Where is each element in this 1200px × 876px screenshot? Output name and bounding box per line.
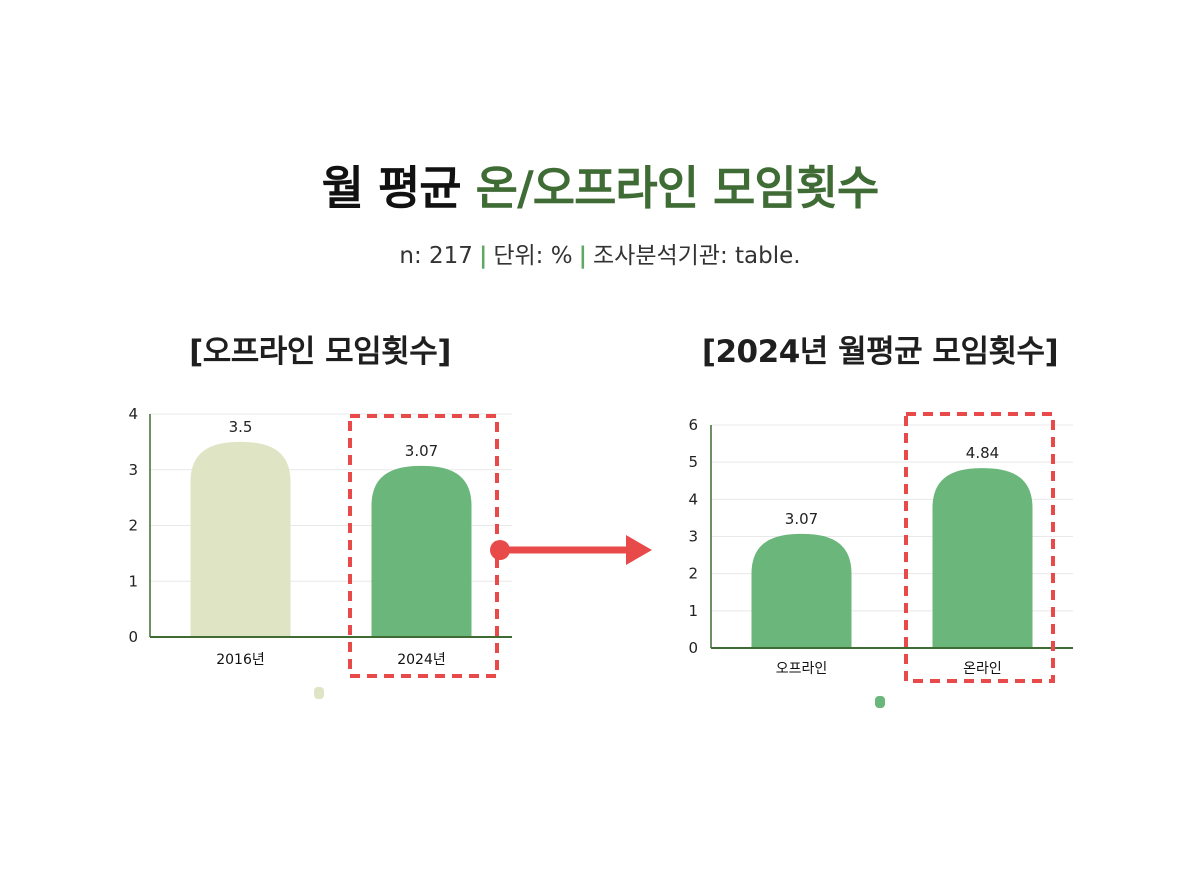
sample-size: n: 217 xyxy=(399,243,473,269)
bar-2 xyxy=(932,468,1033,648)
bar-2 xyxy=(371,465,472,637)
y-tick-label: 4 xyxy=(688,490,698,508)
arrow-connector xyxy=(490,535,652,565)
arrow-head-icon xyxy=(626,535,652,565)
y-tick-label: 3 xyxy=(128,461,138,479)
data-label: 3.07 xyxy=(405,442,438,460)
separator: | xyxy=(478,243,488,269)
chart-monthly-2024: 0 1 2 3 4 5 6 3.07 오프라인 4.84 온라인 xyxy=(688,412,1073,708)
y-tick-label: 0 xyxy=(128,628,138,646)
data-label: 3.5 xyxy=(229,418,253,436)
legend-marker xyxy=(314,687,324,699)
title-main: 월 평균 xyxy=(321,161,476,215)
chart-offline: 0 1 2 3 4 3.5 2016년 3.07 2024년 xyxy=(128,405,512,699)
title-accent: 온/오프라인 모임횟수 xyxy=(475,161,880,215)
separator: | xyxy=(578,243,587,269)
category-label: 2024년 xyxy=(397,652,446,668)
bar-1 xyxy=(190,441,291,637)
category-label: 온라인 xyxy=(963,661,1002,677)
y-tick-label: 0 xyxy=(688,639,698,657)
source-label: 조사분석기관: table. xyxy=(593,243,801,269)
y-tick-label: 6 xyxy=(688,416,698,434)
highlight-box xyxy=(904,412,1055,683)
category-label: 오프라인 xyxy=(776,661,828,677)
y-tick-label: 2 xyxy=(128,517,138,535)
y-tick-label: 5 xyxy=(688,453,698,471)
left-chart-title: [오프라인 모임횟수] xyxy=(189,334,451,370)
data-label: 4.84 xyxy=(966,444,999,462)
y-tick-label: 2 xyxy=(688,565,698,583)
y-tick-label: 4 xyxy=(128,405,138,423)
y-tick-label: 3 xyxy=(688,528,698,546)
unit-label: 단위: % xyxy=(493,243,573,269)
y-tick-label: 1 xyxy=(688,602,698,620)
page-title: 월 평균 온/오프라인 모임횟수 xyxy=(0,152,1200,218)
y-tick-label: 1 xyxy=(128,572,138,590)
legend-marker xyxy=(875,696,885,708)
page-subtitle: n: 217 | 단위: % | 조사분석기관: table. xyxy=(0,236,1200,270)
right-chart-title: [2024년 월평균 모임횟수] xyxy=(701,334,1059,370)
bar-1 xyxy=(751,533,852,648)
category-label: 2016년 xyxy=(216,652,265,668)
data-label: 3.07 xyxy=(785,510,818,528)
